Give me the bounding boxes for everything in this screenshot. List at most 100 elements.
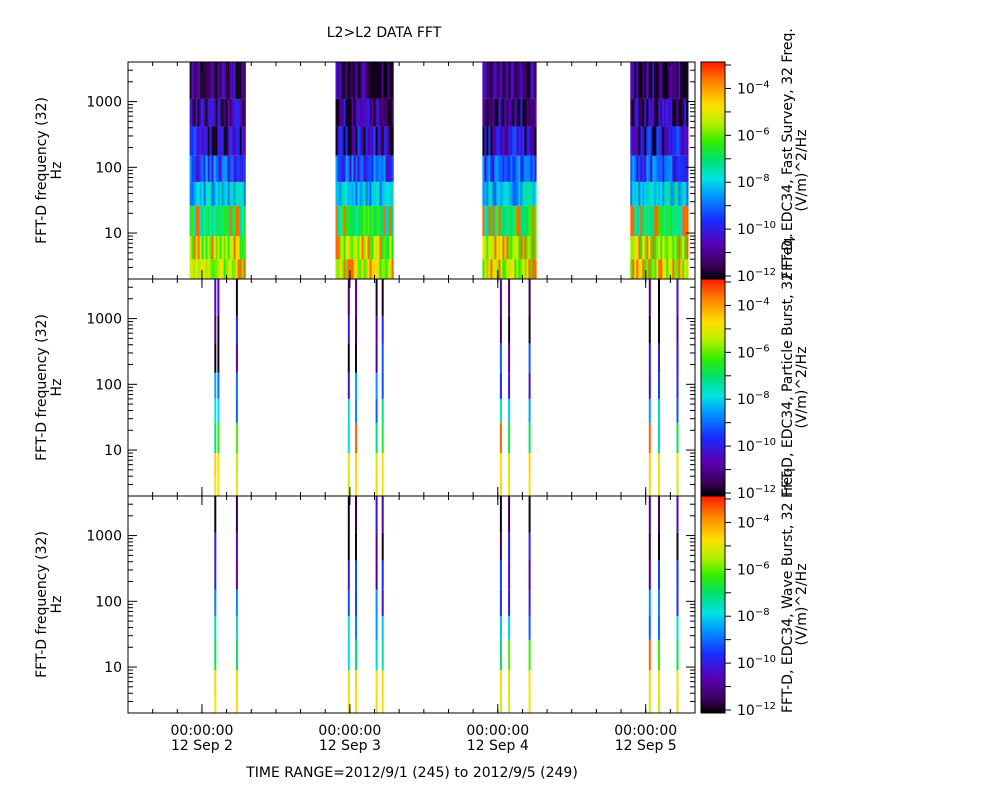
spectrogram-cell — [369, 98, 372, 127]
spectrogram-cell — [500, 236, 503, 260]
spectrogram-cell — [532, 155, 535, 182]
spectrogram-cell — [514, 205, 517, 237]
spectrogram-cell — [660, 98, 663, 127]
spectrogram-cell — [385, 259, 388, 279]
spectrogram-cell — [648, 205, 651, 237]
spectrogram-cell — [339, 236, 342, 260]
spectrogram-cell — [387, 236, 390, 260]
spectrogram-cell — [662, 181, 665, 206]
spectrogram-cell — [632, 126, 635, 156]
spectrogram-cell — [217, 236, 220, 260]
spectrogram-cell — [496, 98, 499, 127]
spectrogram-cell — [341, 205, 344, 237]
spectrogram-cell — [391, 236, 394, 260]
spectrogram-cell — [656, 181, 659, 206]
spectrogram-cell — [678, 259, 681, 279]
spectrogram-cell — [492, 259, 495, 279]
spectrogram-cell — [670, 155, 673, 182]
spectrogram-cell — [638, 126, 641, 156]
spectrogram-cell — [363, 181, 366, 206]
spectrogram-cell — [223, 236, 226, 260]
burst-cell — [508, 532, 511, 561]
spectrogram-cell — [201, 205, 204, 237]
burst-cell — [347, 422, 350, 454]
spectrogram-cell — [219, 205, 222, 237]
burst-cell — [508, 589, 511, 616]
spectrogram-cell — [532, 126, 535, 156]
spectrogram-cell — [632, 259, 635, 279]
spectrogram-cell — [504, 205, 507, 237]
spectrogram-cell — [241, 62, 244, 99]
spectrogram-cell — [666, 205, 669, 237]
spectrogram-cell — [660, 181, 663, 206]
spectrogram-cell — [674, 181, 677, 206]
burst-cell — [235, 315, 238, 344]
spectrogram-cell — [508, 126, 511, 156]
burst-cell — [214, 589, 217, 616]
spectrogram-cell — [231, 181, 234, 206]
spectrogram-cell — [482, 181, 485, 206]
spectrogram-cell — [385, 126, 388, 156]
spectrogram-cell — [646, 126, 649, 156]
spectrogram-cell — [239, 62, 242, 99]
y-tick-label: 100 — [95, 377, 122, 393]
spectrogram-cell — [522, 98, 525, 127]
spectrogram-cell — [500, 205, 503, 237]
spectrogram-cell — [652, 181, 655, 206]
burst-cell — [235, 343, 238, 373]
burst-cell — [217, 476, 220, 496]
spectrogram-cell — [367, 98, 370, 127]
burst-cell — [381, 560, 384, 590]
spectrogram-cell — [500, 155, 503, 182]
burst-cell — [217, 453, 220, 477]
spectrogram-cell — [524, 155, 527, 182]
spectrogram-cell — [205, 126, 208, 156]
spectrogram-cell — [219, 155, 222, 182]
spectrogram-cell — [504, 181, 507, 206]
spectrogram-cell — [391, 205, 394, 237]
spectrogram-cell — [676, 155, 679, 182]
spectrogram-cell — [680, 259, 683, 279]
spectrogram-cell — [486, 126, 489, 156]
spectrogram-cell — [235, 236, 238, 260]
spectrogram-cell — [678, 236, 681, 260]
spectrogram-cell — [221, 181, 224, 206]
y-axis-unit: Hz — [49, 596, 65, 614]
burst-cell — [214, 639, 217, 671]
burst-cell — [235, 532, 238, 561]
x-tick-label: 00:00:00 — [466, 723, 529, 739]
spectrogram-cell — [502, 236, 505, 260]
spectrogram-cell — [488, 155, 491, 182]
spectrogram-cell — [347, 205, 350, 237]
burst-cell — [217, 279, 220, 316]
spectrogram-cell — [213, 155, 216, 182]
burst-cell — [508, 496, 511, 533]
x-tick-label: 00:00:00 — [614, 723, 677, 739]
spectrogram-cell — [668, 126, 671, 156]
colorbar-tick-label: 10−10 — [737, 220, 776, 238]
spectrogram-cell — [197, 205, 200, 237]
spectrogram-cell — [490, 62, 493, 99]
spectrogram-cell — [353, 62, 356, 99]
colorbar-tick-label: 10−8 — [737, 173, 770, 191]
spectrogram-cell — [640, 259, 643, 279]
spectrogram-cell — [642, 181, 645, 206]
spectrogram-cell — [484, 181, 487, 206]
spectrogram-cell — [498, 62, 501, 99]
spectrogram-cell — [526, 98, 529, 127]
spectrogram-cell — [510, 236, 513, 260]
spectrogram-cell — [371, 126, 374, 156]
burst-cell — [658, 476, 660, 496]
spectrogram-cell — [684, 181, 687, 206]
spectrogram-cell — [504, 155, 507, 182]
spectrogram-cell — [632, 98, 635, 127]
burst-cell — [355, 422, 357, 454]
spectrogram-cell — [640, 155, 643, 182]
spectrogram-cell — [666, 155, 669, 182]
spectrogram-cell — [494, 62, 497, 99]
spectrogram-cell — [233, 98, 236, 127]
spectrogram-cell — [532, 259, 535, 279]
spectrogram-cell — [221, 62, 224, 99]
spectrogram-cell — [379, 181, 382, 206]
